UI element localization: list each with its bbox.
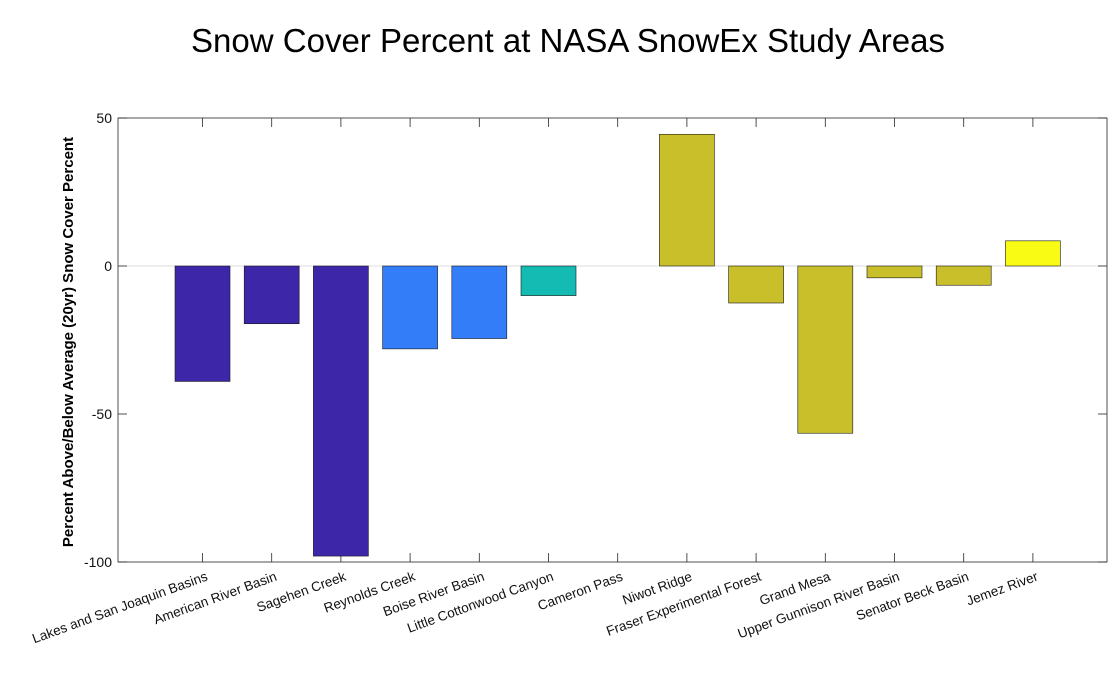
chart-title: Snow Cover Percent at NASA SnowEx Study … <box>191 22 945 59</box>
bar <box>174 265 231 382</box>
bars <box>174 133 1061 557</box>
y-tick-label: 50 <box>96 110 112 126</box>
bar <box>451 265 508 339</box>
bar <box>382 265 438 350</box>
bar <box>728 265 784 304</box>
bar <box>243 265 300 325</box>
y-tick-label: -100 <box>84 554 112 570</box>
bar <box>797 265 854 434</box>
bar <box>659 133 715 267</box>
bar <box>866 265 923 279</box>
bar <box>1005 240 1061 267</box>
plot-frame <box>117 117 1108 563</box>
bar <box>520 265 577 296</box>
y-tick-labels: 50 0 -50 -100 <box>84 110 112 570</box>
y-tick-label: 0 <box>104 258 112 274</box>
axes <box>117 117 1108 563</box>
y-tick-label: -50 <box>92 406 112 422</box>
y-axis-label: Percent Above/Below Average (20yr) Snow … <box>60 137 77 547</box>
bar <box>313 265 369 557</box>
x-tick-label: Jemez River <box>964 569 1040 609</box>
bar <box>935 265 992 286</box>
